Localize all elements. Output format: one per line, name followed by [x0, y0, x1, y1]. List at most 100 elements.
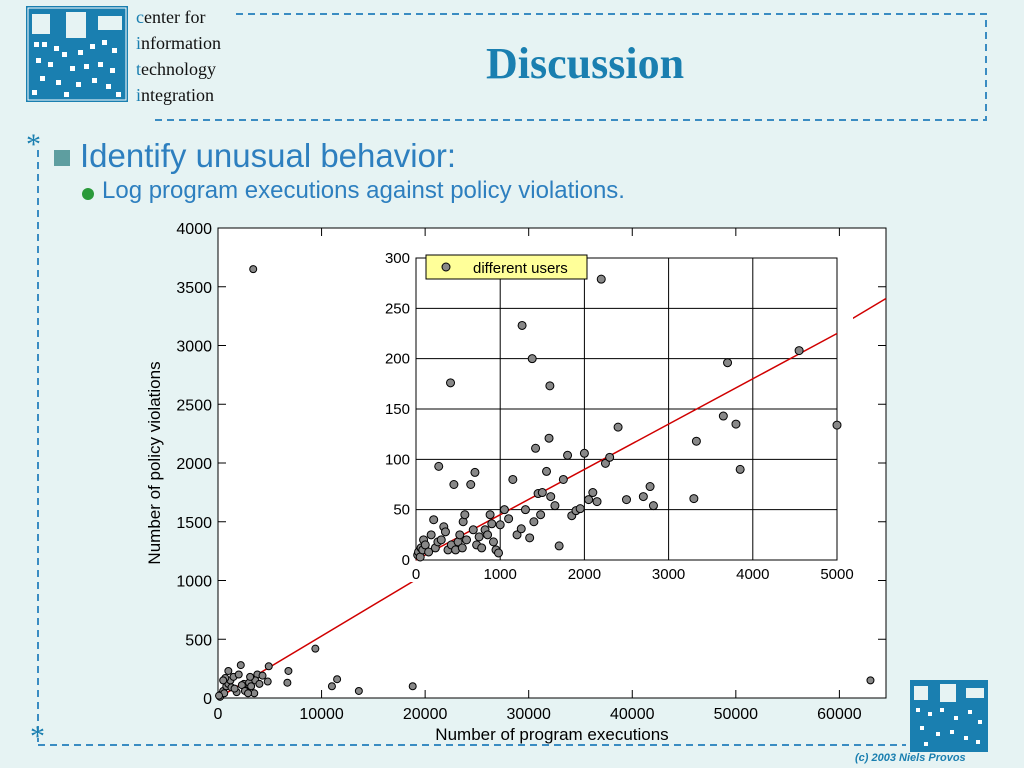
inset-y-tick-label: 300 [385, 250, 410, 267]
logo-line-3: technology [136, 59, 216, 79]
inset-y-tick-label: 250 [385, 300, 410, 317]
inset-data-point [536, 510, 546, 520]
inset-data-point [426, 530, 436, 540]
inset-data-point [648, 501, 658, 511]
logo-line-1-text: enter for [144, 7, 206, 27]
inset-data-point [542, 466, 552, 476]
inset-data-point [483, 530, 493, 540]
inset-legend-label: different users [473, 260, 568, 277]
inset-data-point [718, 411, 728, 421]
inset-data-point [563, 450, 573, 460]
main-data-point [247, 682, 256, 691]
inset-data-point [420, 540, 430, 550]
logo-line-4-text: ntegration [141, 85, 214, 105]
inset-data-point [554, 541, 564, 551]
inset-data-point [429, 515, 439, 525]
logo-text: center for information technology integr… [136, 4, 221, 108]
inset-data-point [462, 535, 472, 545]
logo-icon [26, 6, 128, 102]
main-data-point [333, 675, 342, 684]
inset-data-point [468, 525, 478, 535]
inset-legend-marker [441, 262, 451, 272]
main-y-tick-label: 2500 [176, 397, 212, 414]
inset-data-point [529, 517, 539, 527]
main-data-point [283, 678, 292, 687]
main-y-tick-label: 0 [203, 691, 212, 708]
inset-data-point [691, 436, 701, 446]
bullet-level2: Log program executions against policy vi… [102, 177, 625, 204]
inset-data-point [508, 474, 518, 484]
main-data-point [219, 676, 228, 685]
main-x-axis-label: Number of program executions [435, 725, 668, 744]
main-y-tick-label: 4000 [176, 221, 212, 238]
main-data-point [327, 682, 336, 691]
main-x-tick-label: 50000 [714, 706, 759, 723]
logo-line-2: information [136, 33, 221, 53]
inset-data-point [638, 492, 648, 502]
inset-data-point [579, 448, 589, 458]
main-data-point [255, 679, 264, 688]
inset-x-tick-label: 5000 [820, 566, 853, 583]
main-x-tick-label: 60000 [817, 706, 862, 723]
main-data-point [244, 689, 253, 698]
inset-data-point [457, 543, 467, 553]
main-data-point [224, 666, 233, 675]
inset-x-tick-label: 1000 [484, 566, 517, 583]
inset-data-point [723, 358, 733, 368]
main-data-point [263, 677, 272, 686]
inset-data-point [592, 497, 602, 507]
inset-data-point [499, 505, 509, 515]
logo-line-2-text: nformation [141, 33, 221, 53]
inset-data-point [645, 482, 655, 492]
inset-data-point [440, 527, 450, 537]
inset-data-point [474, 532, 484, 542]
page-title: Discussion [486, 39, 685, 88]
logo-line-4: integration [136, 85, 214, 105]
main-y-axis-label: Number of policy violations [145, 361, 164, 564]
main-data-point [284, 666, 293, 675]
inset-data-point [689, 494, 699, 504]
inset-data-point [488, 537, 498, 547]
copyright-credit: (c) 2003 Niels Provos [855, 752, 966, 764]
inset-data-point [424, 547, 434, 557]
inset-x-tick-label: 0 [412, 566, 420, 583]
inset-x-tick-label: 2000 [568, 566, 601, 583]
main-data-point [408, 682, 417, 691]
bullet-level1: Identify unusual behavior: [80, 137, 457, 174]
main-y-tick-label: 3500 [176, 280, 212, 297]
inset-y-tick-label: 0 [402, 552, 410, 569]
main-x-tick-label: 20000 [403, 706, 448, 723]
main-data-point [264, 662, 273, 671]
main-y-tick-label: 500 [185, 632, 212, 649]
inset-data-point [516, 524, 526, 534]
main-y-tick-label: 2000 [176, 456, 212, 473]
main-y-tick-label: 1500 [176, 515, 212, 532]
inset-data-point [600, 458, 610, 468]
inset-data-point [494, 548, 504, 558]
inset-data-point [449, 480, 459, 489]
inset-data-point [466, 480, 476, 489]
inset-y-tick-label: 150 [385, 401, 410, 418]
main-data-point [249, 265, 258, 274]
main-data-point [354, 686, 363, 695]
main-x-tick-label: 0 [214, 706, 223, 723]
main-y-tick-label: 1000 [176, 574, 212, 591]
inset-y-tick-label: 100 [385, 451, 410, 468]
footer-logo-icon [910, 680, 988, 752]
main-x-tick-label: 30000 [506, 706, 551, 723]
inset-data-point [588, 488, 598, 498]
inset-data-point [575, 504, 585, 514]
inset-data-point [558, 474, 568, 484]
bullet-square-icon [54, 150, 70, 166]
inset-y-tick-label: 200 [385, 351, 410, 368]
main-x-tick-label: 10000 [299, 706, 344, 723]
main-data-point [236, 661, 245, 670]
inset-data-point [544, 433, 554, 443]
inset-data-point [537, 488, 547, 498]
inset-data-point [517, 320, 527, 330]
inset-data-point [527, 354, 537, 364]
main-x-tick-label: 40000 [610, 706, 655, 723]
logo-line-1: center for [136, 7, 206, 27]
inset-y-tick-label: 50 [393, 502, 410, 519]
